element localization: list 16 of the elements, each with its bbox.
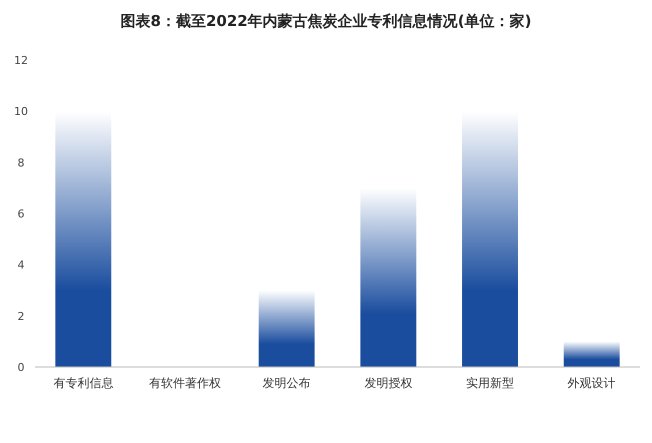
y-tick-label: 6 (18, 208, 24, 220)
x-tick-label: 有专利信息 (53, 376, 114, 390)
bar (564, 341, 620, 367)
y-tick-label: 0 (18, 361, 24, 374)
y-tick-label: 10 (14, 105, 28, 118)
x-tick-label: 发明授权 (364, 376, 412, 390)
x-tick-label: 外观设计 (568, 376, 616, 390)
x-tick-label: 发明公布 (262, 376, 311, 390)
y-tick-label: 2 (18, 310, 24, 323)
y-tick-label: 12 (14, 54, 28, 67)
y-tick-label: 4 (18, 258, 24, 272)
chart-title: 图表8：截至2022年内蒙古焦炭企业专利信息情况(单位：家) (120, 12, 532, 30)
x-tick-label: 实用新型 (466, 376, 514, 390)
bar (258, 290, 315, 367)
x-tick-label: 有软件著作权 (148, 376, 221, 390)
y-tick-label: 8 (18, 156, 24, 170)
